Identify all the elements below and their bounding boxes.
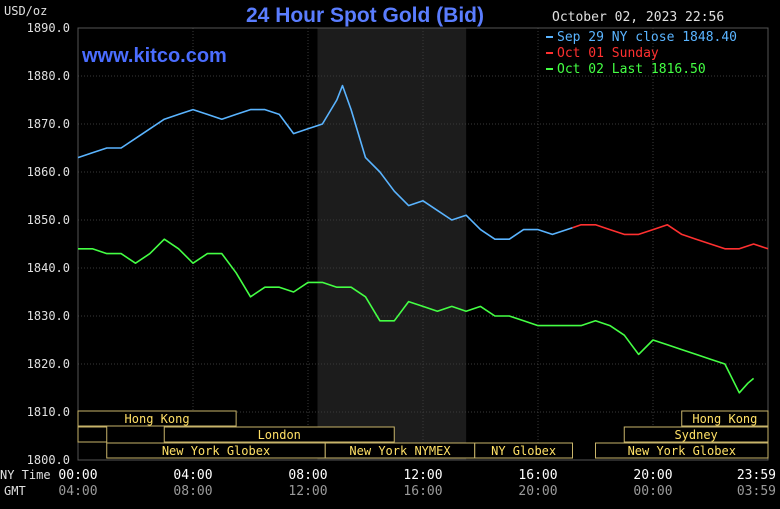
x-axis-label-gmt: GMT bbox=[4, 484, 26, 498]
x-tick-label-gmt: 04:00 bbox=[58, 484, 97, 499]
session-label: Hong Kong bbox=[125, 412, 190, 426]
session-label: New York Globex bbox=[162, 444, 270, 458]
session-bar bbox=[623, 426, 769, 443]
legend-entry: Sep 29 NY close 1848.40 bbox=[557, 30, 737, 45]
grid-lines bbox=[77, 27, 769, 461]
x-tick-label-gmt: 08:00 bbox=[173, 484, 212, 499]
series-line-0 bbox=[77, 84, 573, 240]
session-bar bbox=[474, 442, 573, 459]
y-tick-label: 1840.0 bbox=[27, 261, 70, 275]
legend-entry: Oct 01 Sunday bbox=[557, 46, 659, 61]
session-bar bbox=[595, 442, 769, 459]
y-tick-label: 1870.0 bbox=[27, 117, 70, 131]
session-label: New York NYMEX bbox=[349, 444, 451, 458]
x-tick-label-ny: 00:00 bbox=[58, 468, 97, 483]
y-tick-label: 1880.0 bbox=[27, 69, 70, 83]
session-label: New York Globex bbox=[628, 444, 736, 458]
x-tick-label-gmt: 12:00 bbox=[288, 484, 327, 499]
plot-border bbox=[77, 27, 769, 461]
chart-title: 24 Hour Spot Gold (Bid) bbox=[246, 4, 484, 27]
y-tick-label: 1800.0 bbox=[27, 453, 70, 467]
series-line-2 bbox=[78, 238, 755, 394]
market-sessions: Hong Kong London New York Globex New York N… bbox=[77, 410, 769, 459]
session-label: Hong Kong bbox=[692, 412, 757, 426]
session-label: NY Globex bbox=[491, 444, 556, 458]
price-lines bbox=[77, 84, 769, 394]
x-tick-label-ny: 23:59 bbox=[737, 468, 776, 483]
y-tick-label: 1820.0 bbox=[27, 357, 70, 371]
y-tick-label: 1830.0 bbox=[27, 309, 70, 323]
x-axis-label-ny: NY Time bbox=[0, 468, 51, 482]
series-line-1 bbox=[572, 224, 769, 250]
x-tick-label-ny: 04:00 bbox=[173, 468, 212, 483]
x-tick-label-ny: 20:00 bbox=[633, 468, 672, 483]
x-tick-label-gmt: 16:00 bbox=[403, 484, 442, 499]
session-bar bbox=[77, 426, 108, 443]
nymex-shaded-region bbox=[317, 28, 467, 460]
session-bar bbox=[77, 410, 237, 427]
session-bar bbox=[681, 410, 769, 427]
x-axis-ticks: 00:0004:0004:0008:0008:0012:0012:0016:00… bbox=[58, 468, 776, 499]
y-axis-ticks: 1890.0 1880.0 1870.0 1860.0 1850.0 1840.0 1830… bbox=[27, 21, 70, 467]
y-tick-label: 1890.0 bbox=[27, 21, 70, 35]
y-tick-label: 1810.0 bbox=[27, 405, 70, 419]
y-axis-label: USD/oz bbox=[4, 4, 47, 18]
x-tick-label-gmt: 03:59 bbox=[737, 484, 776, 499]
x-tick-label-ny: 16:00 bbox=[518, 468, 557, 483]
y-tick-label: 1850.0 bbox=[27, 213, 70, 227]
x-tick-label-ny: 12:00 bbox=[403, 468, 442, 483]
x-tick-label-ny: 08:00 bbox=[288, 468, 327, 483]
legend-entry: Oct 02 Last 1816.50 bbox=[557, 62, 706, 77]
kitco-watermark: www.kitco.com bbox=[81, 45, 227, 67]
chart-timestamp: October 02, 2023 22:56 bbox=[552, 10, 724, 25]
session-label: Sydney bbox=[674, 428, 717, 442]
x-tick-label-gmt: 00:00 bbox=[633, 484, 672, 499]
x-tick-label-gmt: 20:00 bbox=[518, 484, 557, 499]
y-tick-label: 1860.0 bbox=[27, 165, 70, 179]
session-bar bbox=[163, 426, 395, 443]
session-label: London bbox=[258, 428, 301, 442]
